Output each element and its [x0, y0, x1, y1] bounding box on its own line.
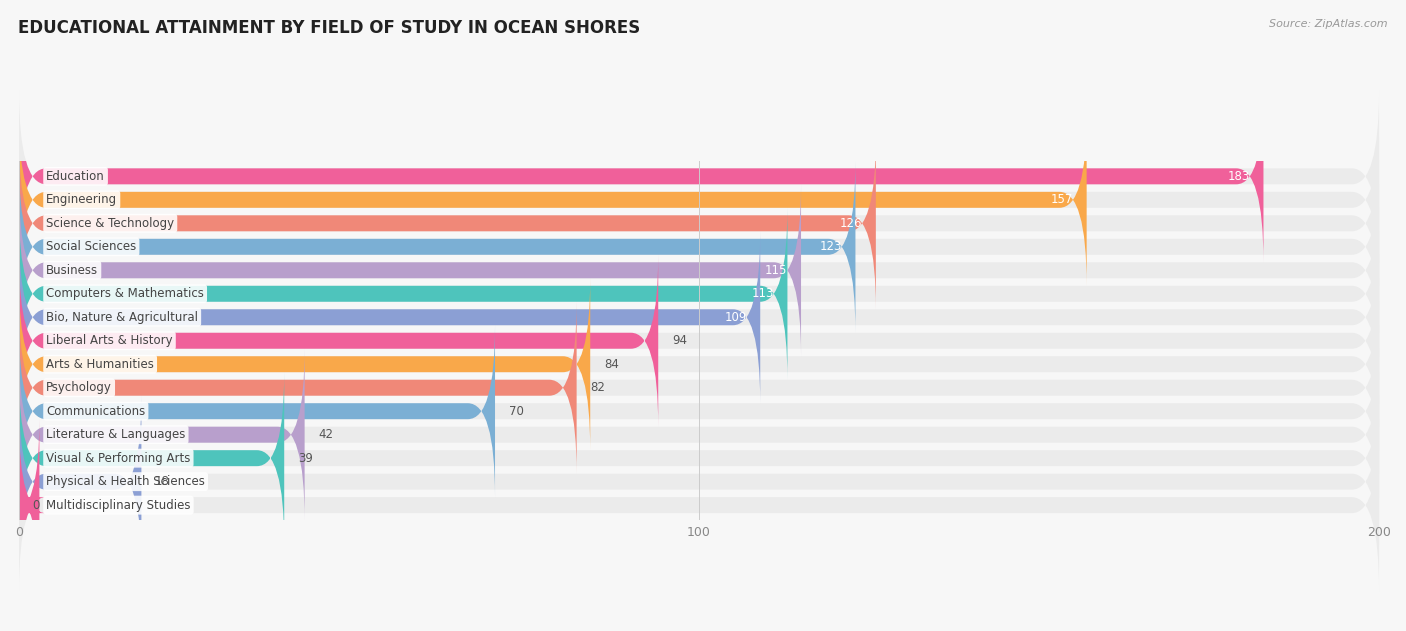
- Text: Business: Business: [46, 264, 98, 277]
- Text: Engineering: Engineering: [46, 193, 117, 206]
- Text: Psychology: Psychology: [46, 381, 112, 394]
- FancyBboxPatch shape: [20, 396, 142, 568]
- FancyBboxPatch shape: [20, 302, 1379, 474]
- FancyBboxPatch shape: [20, 161, 1379, 333]
- Text: 109: 109: [724, 310, 747, 324]
- Text: EDUCATIONAL ATTAINMENT BY FIELD OF STUDY IN OCEAN SHORES: EDUCATIONAL ATTAINMENT BY FIELD OF STUDY…: [18, 19, 641, 37]
- Text: Communications: Communications: [46, 404, 145, 418]
- FancyBboxPatch shape: [20, 138, 876, 309]
- Text: 183: 183: [1227, 170, 1250, 183]
- Text: Physical & Health Sciences: Physical & Health Sciences: [46, 475, 205, 488]
- FancyBboxPatch shape: [20, 396, 1379, 568]
- Text: 94: 94: [672, 334, 686, 347]
- Text: Literature & Languages: Literature & Languages: [46, 428, 186, 441]
- FancyBboxPatch shape: [20, 184, 1379, 357]
- Text: Bio, Nature & Agricultural: Bio, Nature & Agricultural: [46, 310, 198, 324]
- Text: Arts & Humanities: Arts & Humanities: [46, 358, 155, 371]
- FancyBboxPatch shape: [20, 208, 787, 380]
- Text: 157: 157: [1050, 193, 1073, 206]
- Text: 84: 84: [603, 358, 619, 371]
- FancyBboxPatch shape: [20, 325, 495, 497]
- FancyBboxPatch shape: [20, 90, 1379, 262]
- Text: Social Sciences: Social Sciences: [46, 240, 136, 253]
- Text: Education: Education: [46, 170, 105, 183]
- FancyBboxPatch shape: [20, 278, 1379, 450]
- Text: Computers & Mathematics: Computers & Mathematics: [46, 287, 204, 300]
- FancyBboxPatch shape: [20, 349, 1379, 521]
- FancyBboxPatch shape: [20, 255, 1379, 427]
- Text: 123: 123: [820, 240, 842, 253]
- FancyBboxPatch shape: [20, 208, 1379, 380]
- FancyBboxPatch shape: [20, 255, 658, 427]
- Text: Multidisciplinary Studies: Multidisciplinary Studies: [46, 498, 191, 512]
- FancyBboxPatch shape: [20, 325, 1379, 497]
- Text: Science & Technology: Science & Technology: [46, 217, 174, 230]
- FancyBboxPatch shape: [20, 138, 1379, 309]
- FancyBboxPatch shape: [20, 419, 1379, 591]
- Text: 42: 42: [318, 428, 333, 441]
- FancyBboxPatch shape: [20, 278, 591, 450]
- FancyBboxPatch shape: [20, 232, 1379, 403]
- Text: 70: 70: [509, 404, 523, 418]
- FancyBboxPatch shape: [20, 184, 801, 357]
- Text: 126: 126: [839, 217, 862, 230]
- FancyBboxPatch shape: [20, 372, 1379, 544]
- Text: 82: 82: [591, 381, 605, 394]
- Text: 18: 18: [155, 475, 170, 488]
- Text: Liberal Arts & History: Liberal Arts & History: [46, 334, 173, 347]
- Text: 39: 39: [298, 452, 312, 464]
- FancyBboxPatch shape: [20, 114, 1379, 286]
- FancyBboxPatch shape: [20, 161, 855, 333]
- FancyBboxPatch shape: [20, 232, 761, 403]
- FancyBboxPatch shape: [20, 302, 576, 474]
- FancyBboxPatch shape: [20, 114, 1087, 286]
- FancyBboxPatch shape: [20, 372, 284, 544]
- Text: 113: 113: [751, 287, 773, 300]
- FancyBboxPatch shape: [20, 349, 305, 521]
- Text: Visual & Performing Arts: Visual & Performing Arts: [46, 452, 191, 464]
- FancyBboxPatch shape: [20, 90, 1264, 262]
- FancyBboxPatch shape: [13, 419, 46, 591]
- Text: 0: 0: [32, 498, 39, 512]
- Text: 115: 115: [765, 264, 787, 277]
- Text: Source: ZipAtlas.com: Source: ZipAtlas.com: [1270, 19, 1388, 29]
